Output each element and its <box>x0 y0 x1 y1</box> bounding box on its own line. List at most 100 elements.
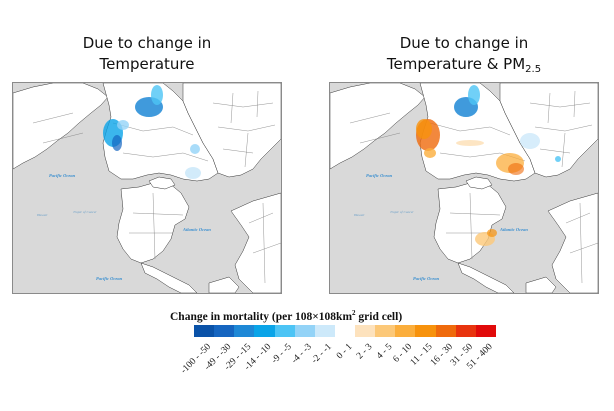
label-pacific-ocean-north: Pacific Ocean <box>49 173 76 178</box>
colorbar-cell <box>254 325 275 337</box>
colorbar <box>194 325 496 337</box>
country-border <box>349 112 391 124</box>
colorbar-cell <box>194 325 215 337</box>
panel-title-temperature: Due to change in Temperature <box>7 33 287 75</box>
country-border <box>534 124 593 132</box>
label-pacific-ocean-north: Pacific Ocean <box>366 173 393 178</box>
country-border <box>359 132 401 144</box>
country-border <box>244 132 249 168</box>
mortality-hotspot <box>487 229 497 237</box>
country-border <box>262 202 266 284</box>
label-pacific-ocean-south: Pacific Ocean <box>413 276 440 281</box>
mortality-hotspot <box>424 148 436 158</box>
country-border <box>539 148 571 154</box>
legend-title-sup: 2 <box>352 309 356 317</box>
mortality-hotspot <box>508 163 524 175</box>
title-text: Temperature & PM <box>386 55 526 73</box>
colorbar-cell <box>214 325 235 337</box>
colorbar-cell <box>395 325 416 337</box>
colorbar-cell <box>375 325 396 337</box>
colorbar-cell <box>475 325 496 337</box>
label-hawaii: Hawaii <box>37 213 48 217</box>
title-line-1: Due to change in <box>399 34 529 52</box>
label-tropic-of-cancer: Tropic of Cancer <box>390 210 414 214</box>
country-border <box>449 212 501 216</box>
land-region <box>457 262 515 293</box>
label-atlantic-ocean: Atlantic Ocean <box>500 227 528 232</box>
country-border <box>32 112 74 124</box>
country-border <box>429 122 511 136</box>
country-border <box>152 192 156 260</box>
mortality-overlay <box>416 85 561 246</box>
colorbar-tick-label: -9 - -5 <box>269 342 294 366</box>
mortality-hotspot <box>185 167 201 179</box>
label-hawaii: Hawaii <box>354 213 365 217</box>
country-border <box>122 152 209 162</box>
colorbar-tick-label: 0 - 1 <box>335 342 355 362</box>
country-border <box>256 90 259 118</box>
country-border <box>248 212 274 224</box>
land-region <box>547 192 598 293</box>
map-canvas <box>13 83 281 293</box>
label-pacific-ocean-south: Pacific Ocean <box>96 276 123 281</box>
land-region <box>182 83 281 178</box>
map-canvas <box>330 83 598 293</box>
mortality-hotspot <box>151 85 163 105</box>
country-border <box>561 132 566 168</box>
map-temperature: Pacific Ocean Hawaii Tropic of Cancer At… <box>12 82 282 294</box>
country-border <box>579 202 583 284</box>
colorbar-cell <box>294 325 315 337</box>
label-atlantic-ocean: Atlantic Ocean <box>183 227 211 232</box>
colorbar-tick-label: -2 - -1 <box>309 342 334 366</box>
title-line-2: Temperature & PM2.5 <box>324 54 604 75</box>
land-region <box>525 276 557 293</box>
land-region <box>330 83 426 170</box>
land-region <box>208 276 240 293</box>
mortality-hotspot <box>555 156 561 162</box>
map-temperature-pm25: Pacific Ocean Hawaii Tropic of Cancer At… <box>329 82 599 294</box>
country-border <box>547 92 551 124</box>
country-border <box>222 148 254 154</box>
land-region <box>140 262 198 293</box>
country-border <box>569 242 598 254</box>
country-border <box>565 212 591 224</box>
mortality-hotspot <box>520 133 540 149</box>
colorbar-cell <box>274 325 295 337</box>
legend-title: Change in mortality (per 108×108km2 grid… <box>170 309 460 323</box>
colorbar-cell <box>435 325 456 337</box>
country-border <box>132 212 184 216</box>
mortality-overlay <box>103 85 201 179</box>
mortality-hotspot <box>112 135 122 151</box>
colorbar-cell <box>355 325 376 337</box>
panel-title-temperature-pm25: Due to change in Temperature & PM2.5 <box>324 33 604 75</box>
country-border <box>230 92 234 124</box>
legend-title-main: Change in mortality (per 108×108km <box>170 310 353 323</box>
colorbar-cell <box>455 325 476 337</box>
land-region <box>499 83 598 178</box>
colorbar-tick-labels: -100 - -50 -49 - -30 -29 - -15 -14 - -10 -9 … <box>179 342 496 382</box>
country-border <box>573 90 576 118</box>
mortality-hotspot <box>456 140 484 146</box>
colorbar-cell <box>415 325 436 337</box>
land-region <box>465 176 493 190</box>
mortality-hotspot <box>117 120 129 130</box>
country-border <box>529 102 591 108</box>
colorbar-tick-label: 11 - 15 <box>408 342 435 368</box>
label-tropic-of-cancer: Tropic of Cancer <box>73 210 97 214</box>
colorbar-cell <box>334 325 355 337</box>
country-border <box>252 242 281 254</box>
title-line-2: Temperature <box>99 55 195 73</box>
mortality-hotspot <box>416 119 432 139</box>
mortality-hotspot <box>190 144 200 154</box>
colorbar-tick-label: -4 - -3 <box>289 342 314 366</box>
land-region <box>230 192 281 293</box>
landmass <box>13 83 281 293</box>
mortality-hotspot <box>468 85 480 105</box>
country-border <box>42 132 84 144</box>
land-region <box>148 176 176 190</box>
land-region <box>13 83 109 170</box>
colorbar-cell <box>314 325 335 337</box>
country-border <box>469 192 473 260</box>
title-line-1: Due to change in <box>82 34 212 52</box>
legend-title-end: grid cell) <box>355 310 403 323</box>
